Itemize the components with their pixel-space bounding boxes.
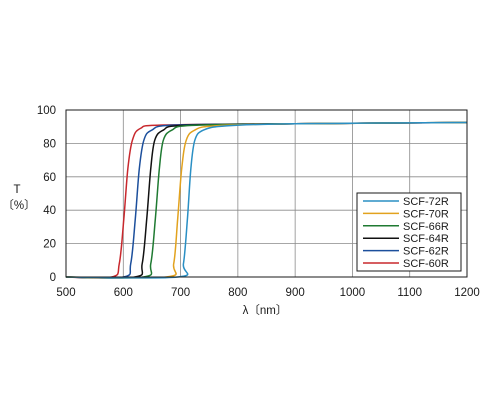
legend-label: SCF-66R: [403, 221, 449, 233]
y-tick-label: 0: [50, 272, 56, 284]
y-tick-label: 80: [43, 138, 56, 150]
axis-titles: T 〔%〕 λ〔nm〕: [2, 184, 287, 317]
legend-box: [356, 192, 462, 272]
x-tick-label: 600: [114, 287, 133, 299]
x-axis-title: λ〔nm〕: [243, 304, 288, 317]
legend: SCF-72RSCF-70RSCF-66RSCF-64RSCF-62RSCF-6…: [356, 192, 462, 272]
series-line-scf-72r: [65, 121, 468, 279]
legend-label: SCF-62R: [403, 246, 449, 258]
x-tick-label: 1200: [454, 287, 480, 299]
legend-label: SCF-72R: [403, 196, 449, 208]
y-axis-title-line1: T: [13, 184, 20, 196]
y-tick-label: 20: [43, 239, 56, 251]
tick-labels: 500 600 700 800 900 1000 1100 1200 0 20 40 60 80 100: [37, 105, 480, 299]
x-tick-label: 500: [56, 287, 75, 299]
legend-label: SCF-60R: [403, 258, 449, 270]
series-layer: [65, 121, 468, 279]
y-tick-label: 40: [43, 205, 56, 217]
y-tick-label: 60: [43, 172, 56, 184]
plot-frame: [65, 109, 468, 278]
x-tick-label: 800: [228, 287, 247, 299]
legend-label: SCF-64R: [403, 233, 449, 245]
x-tick-label: 900: [286, 287, 305, 299]
legend-label: SCF-70R: [403, 208, 449, 220]
y-tick-label: 100: [37, 105, 56, 117]
x-tick-label: 1000: [340, 287, 366, 299]
x-tick-label: 700: [171, 287, 190, 299]
y-axis-title-line2: 〔%〕: [2, 199, 35, 212]
x-tick-label: 1100: [397, 287, 422, 299]
